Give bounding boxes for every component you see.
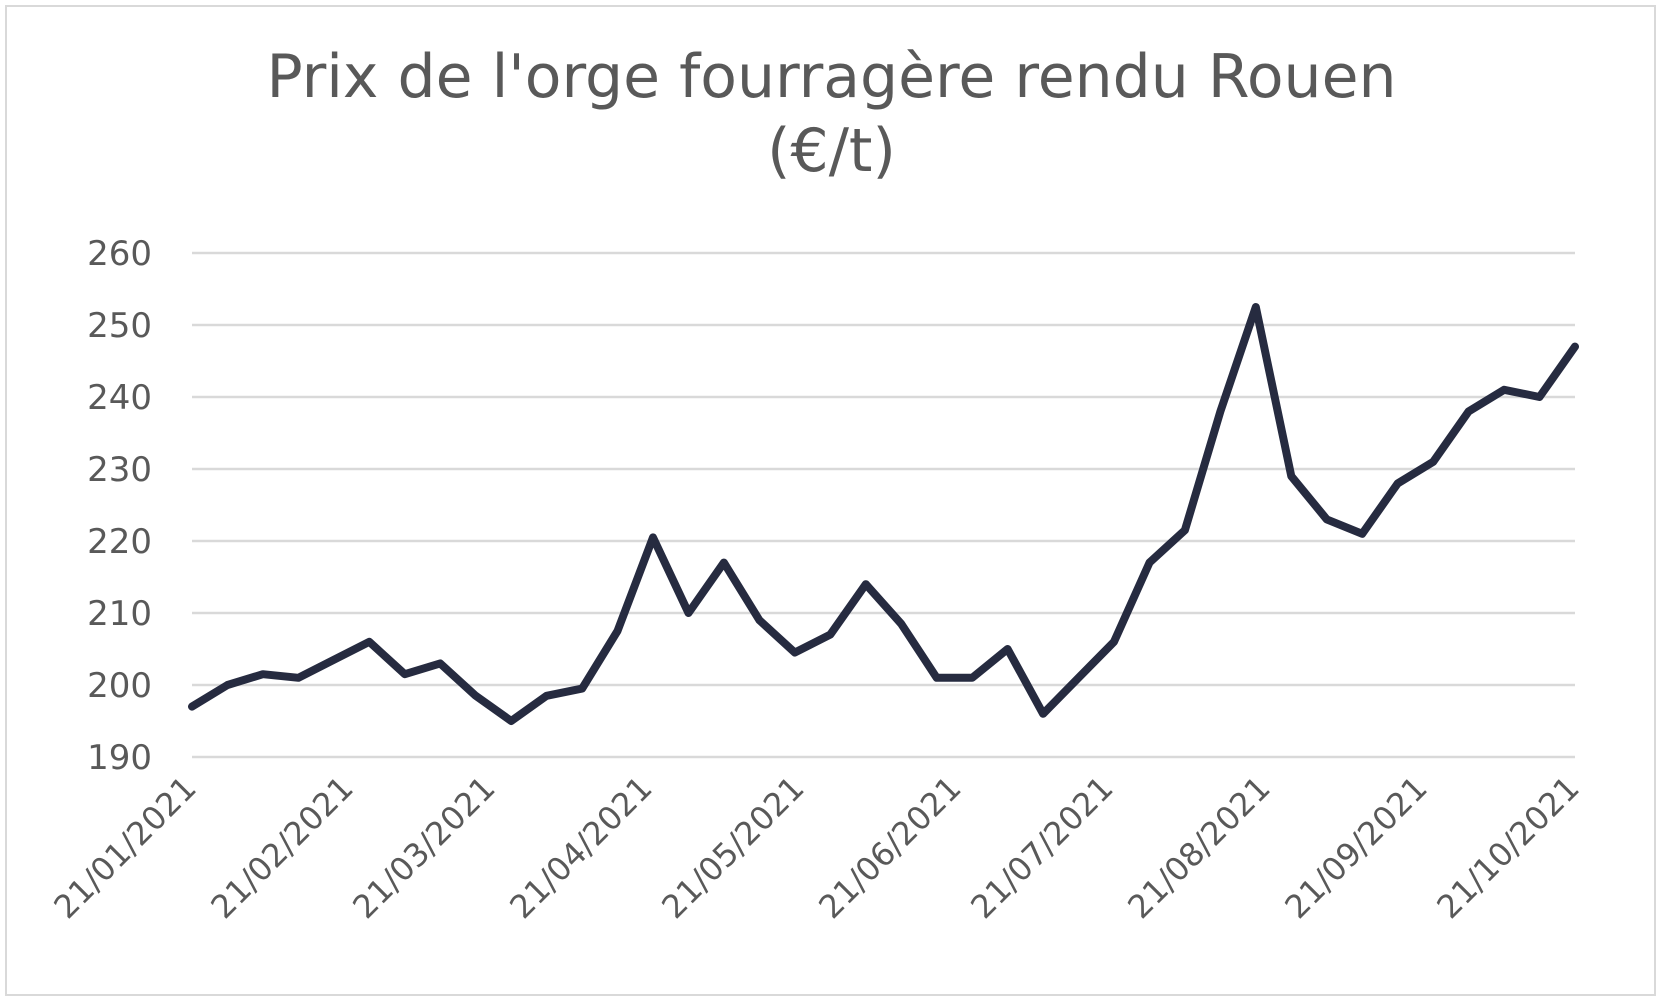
data-point bbox=[1252, 303, 1260, 311]
data-point bbox=[1287, 472, 1295, 480]
data-point bbox=[224, 681, 231, 689]
x-tick-label: 21/04/2021 bbox=[502, 769, 659, 926]
x-tick-label: 21/09/2021 bbox=[1277, 769, 1434, 926]
data-point bbox=[933, 674, 941, 682]
y-tick-label: 260 bbox=[87, 234, 152, 274]
y-tick-label: 240 bbox=[87, 378, 152, 418]
data-point bbox=[365, 638, 373, 646]
data-point bbox=[1394, 479, 1402, 487]
x-tick-label: 21/06/2021 bbox=[811, 769, 968, 926]
data-point bbox=[1181, 526, 1189, 534]
data-point bbox=[614, 627, 621, 635]
x-tick-label: 21/02/2021 bbox=[203, 769, 360, 926]
x-tick-label: 21/08/2021 bbox=[1120, 769, 1277, 926]
data-point bbox=[1323, 515, 1331, 523]
x-tick-label: 21/05/2021 bbox=[654, 769, 811, 926]
y-tick-label: 220 bbox=[87, 522, 152, 562]
data-point bbox=[720, 559, 728, 567]
data-point bbox=[1075, 674, 1082, 682]
y-tick-label: 250 bbox=[87, 306, 152, 346]
data-point bbox=[294, 674, 302, 682]
y-tick-label: 190 bbox=[87, 738, 152, 778]
y-tick-label: 230 bbox=[87, 450, 152, 490]
data-point bbox=[330, 656, 338, 664]
data-point bbox=[862, 580, 870, 588]
data-point bbox=[1465, 407, 1473, 415]
series-group bbox=[188, 303, 1579, 725]
x-tick-label: 21/03/2021 bbox=[345, 769, 502, 926]
data-point bbox=[401, 670, 409, 678]
data-point bbox=[897, 620, 905, 628]
data-point bbox=[649, 533, 657, 541]
data-point bbox=[188, 703, 196, 711]
chart-title-main: Prix de l'orge fourragère rendu Rouen bbox=[266, 42, 1397, 112]
data-point bbox=[1571, 343, 1579, 351]
data-point bbox=[1039, 710, 1047, 718]
data-point bbox=[259, 670, 267, 678]
data-point bbox=[1500, 386, 1508, 394]
data-point bbox=[1216, 407, 1224, 415]
data-point bbox=[1536, 393, 1543, 401]
data-point bbox=[791, 649, 799, 657]
y-tick-label: 200 bbox=[87, 666, 152, 706]
data-point bbox=[826, 631, 834, 639]
data-point bbox=[543, 692, 551, 700]
y-axis-ticks: 190 200 210 220 230 240 250 260 bbox=[87, 234, 152, 778]
data-point bbox=[472, 692, 480, 700]
chart-title: Prix de l'orge fourragère rendu Rouen (€… bbox=[0, 40, 1663, 188]
data-point bbox=[1358, 530, 1366, 538]
data-point bbox=[1004, 645, 1012, 653]
x-tick-label: 21/07/2021 bbox=[963, 769, 1120, 926]
chart-title-unit: (€/t) bbox=[767, 116, 896, 186]
data-point bbox=[1146, 559, 1153, 567]
data-point bbox=[755, 616, 763, 624]
grid-lines bbox=[192, 251, 1575, 759]
data-point bbox=[685, 609, 692, 617]
data-point bbox=[968, 674, 976, 682]
data-point bbox=[578, 685, 586, 693]
x-tick-label: 21/10/2021 bbox=[1429, 769, 1586, 926]
data-point bbox=[1110, 638, 1118, 646]
data-point bbox=[507, 717, 515, 725]
y-tick-label: 210 bbox=[87, 594, 152, 634]
price-line bbox=[188, 303, 1579, 725]
data-point bbox=[436, 659, 444, 667]
x-tick-label: 21/01/2021 bbox=[46, 769, 203, 926]
data-point bbox=[1429, 458, 1437, 466]
